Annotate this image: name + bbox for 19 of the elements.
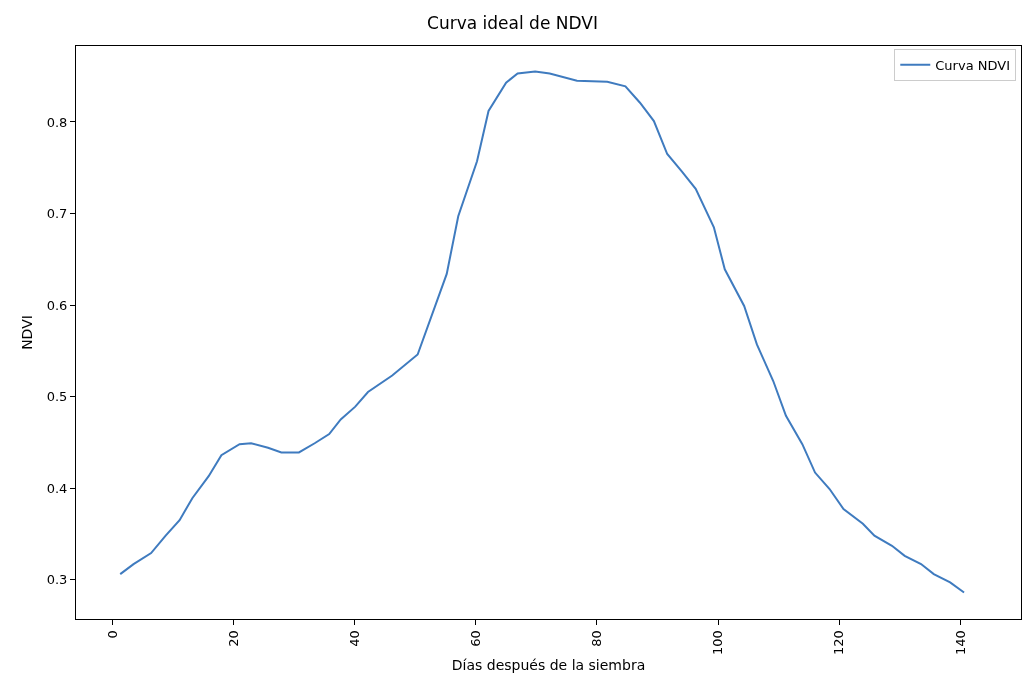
legend-label: Curva NDVI: [935, 57, 1010, 73]
x-tick-label: 60: [468, 630, 484, 647]
x-tick-label: 140: [952, 630, 968, 656]
x-tick-label: 40: [346, 630, 362, 647]
y-axis-title: NDVI: [19, 315, 36, 350]
x-axis-title: Días después de la siembra: [451, 657, 646, 674]
y-tick-label: 0.7: [46, 206, 68, 222]
y-tick-label: 0.6: [46, 297, 68, 313]
y-tick-label: 0.3: [46, 572, 68, 588]
x-tick-label: 0: [104, 630, 120, 639]
line-series: [119, 70, 966, 594]
x-tick-label: 20: [225, 630, 241, 647]
chart-title: Curva ideal de NDVI: [427, 13, 598, 34]
x-tick-label: 80: [589, 630, 605, 647]
y-tick-label: 0.5: [46, 389, 68, 405]
x-tick-label: 100: [710, 630, 726, 656]
y-tick-label: 0.8: [46, 114, 68, 130]
x-tick-label: 120: [831, 630, 847, 656]
y-tick-label: 0.4: [46, 480, 68, 496]
